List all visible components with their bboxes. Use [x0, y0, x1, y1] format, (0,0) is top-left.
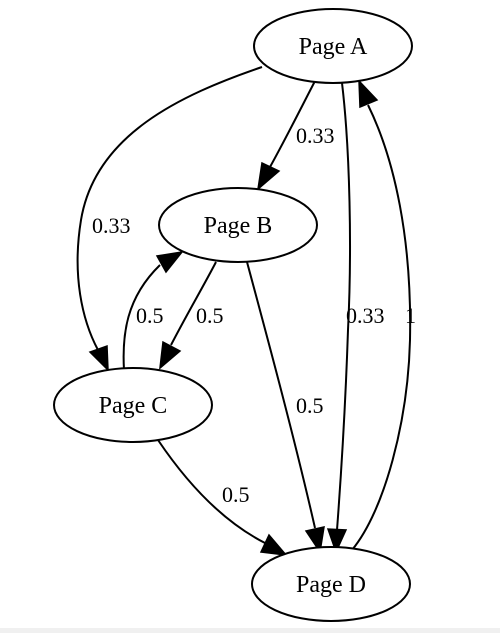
- edge-a-to-d-line: [336, 82, 351, 531]
- edge-c-to-b: 0.5: [122, 250, 184, 371]
- node-page-b-label: Page B: [204, 213, 273, 239]
- edge-a-to-b-arrowhead: [256, 161, 281, 191]
- edge-a-to-b-line: [269, 80, 316, 168]
- node-page-c-label: Page C: [99, 393, 168, 419]
- edge-a-to-c: 0.33: [76, 66, 263, 372]
- edge-b-to-c-label: 0.5: [196, 303, 224, 328]
- edge-a-to-d-label: 0.33: [346, 303, 385, 328]
- edge-c-to-b-line: [122, 264, 161, 371]
- edge-a-to-b-label: 0.33: [296, 123, 335, 148]
- edge-b-to-d-arrowhead: [304, 526, 325, 555]
- edge-a-to-c-label: 0.33: [92, 213, 131, 238]
- node-page-c-ellipse: [53, 367, 213, 443]
- edge-b-to-c: 0.5: [159, 261, 224, 370]
- edge-c-to-d-arrowhead: [259, 533, 288, 556]
- edge-d-to-a-line: [351, 104, 412, 551]
- node-page-d-ellipse: [251, 546, 411, 622]
- bottom-strip: [0, 628, 500, 633]
- edge-a-to-b: 0.33: [256, 80, 335, 191]
- node-page-a-ellipse: [253, 8, 413, 84]
- node-page-a-label: Page A: [299, 34, 368, 60]
- edge-b-to-c-line: [170, 261, 217, 346]
- node-page-b-ellipse: [158, 187, 318, 263]
- edge-b-to-d-label: 0.5: [296, 393, 324, 418]
- edge-b-to-d-line: [246, 261, 316, 529]
- edge-c-to-d-line: [157, 439, 266, 544]
- edge-d-to-a: 1: [351, 79, 416, 551]
- edge-c-to-b-label: 0.5: [136, 303, 164, 328]
- node-page-b: Page B: [158, 187, 318, 263]
- node-page-d: Page D: [251, 546, 411, 622]
- edge-a-to-c-arrowhead: [88, 344, 109, 372]
- edge-a-to-c-line: [76, 66, 263, 351]
- edge-b-to-c-arrowhead: [159, 340, 182, 370]
- edge-c-to-b-arrowhead: [155, 250, 184, 274]
- edge-d-to-a-arrowhead: [358, 79, 379, 109]
- node-page-a: Page A: [253, 8, 413, 84]
- node-page-c: Page C: [53, 367, 213, 443]
- node-page-d-label: Page D: [296, 572, 366, 598]
- edge-a-to-d-arrowhead: [326, 528, 348, 555]
- edge-b-to-d: 0.5: [246, 261, 325, 555]
- edge-c-to-d: 0.5: [157, 439, 288, 556]
- edge-c-to-d-label: 0.5: [222, 482, 250, 507]
- edge-a-to-d: 0.33: [326, 82, 385, 555]
- edge-d-to-a-label: 1: [405, 303, 416, 328]
